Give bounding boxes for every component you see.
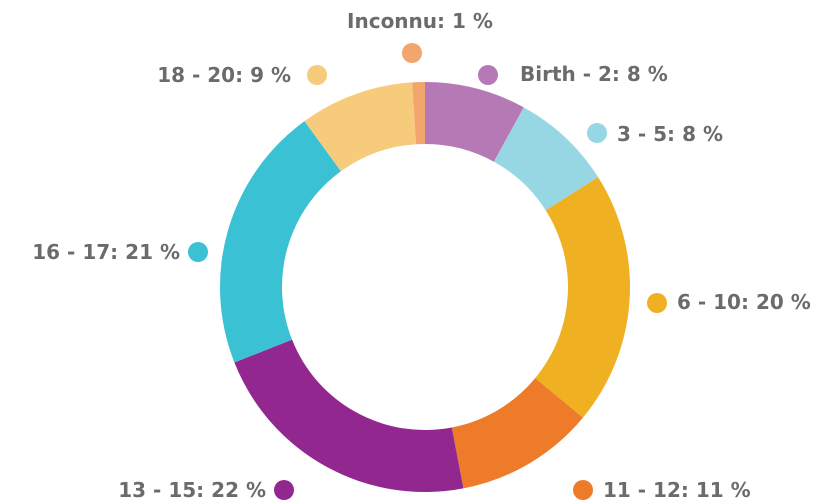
data-label: 18 - 20: 9 % [157, 63, 291, 87]
category-label: Birth - 2: [520, 62, 620, 86]
value-label: 8 % [682, 122, 723, 146]
donut-segment [234, 339, 464, 492]
value-label: 20 % [756, 290, 811, 314]
value-label: 11 % [696, 478, 751, 502]
value-label: 1 % [452, 9, 493, 33]
data-label: 11 - 12: 11 % [603, 478, 751, 502]
category-label: Inconnu: [347, 9, 445, 33]
donut-segment [493, 107, 599, 211]
legend-dot [188, 242, 208, 262]
legend-dot [307, 65, 327, 85]
legend-dot [478, 65, 498, 85]
donut-segment [412, 82, 425, 145]
legend-dot [647, 293, 667, 313]
value-label: 21 % [125, 240, 180, 264]
data-label: Birth - 2: 8 % [520, 62, 668, 86]
category-label: 18 - 20: [157, 63, 243, 87]
legend-dot [573, 480, 593, 500]
donut-segment [219, 121, 341, 363]
data-label: 6 - 10: 20 % [677, 290, 811, 314]
value-label: 9 % [250, 63, 291, 87]
legend-dot [274, 480, 294, 500]
legend-dot [587, 123, 607, 143]
donut-segment [535, 177, 630, 418]
data-label: 3 - 5: 8 % [617, 122, 723, 146]
donut-segment [451, 378, 583, 489]
value-label: 8 % [627, 62, 668, 86]
donut-segment [304, 82, 417, 172]
data-label: Inconnu: 1 % [347, 9, 493, 33]
data-label: 16 - 17: 21 % [32, 240, 180, 264]
category-label: 6 - 10: [677, 290, 749, 314]
category-label: 16 - 17: [32, 240, 118, 264]
data-label: 13 - 15: 22 % [118, 478, 266, 502]
value-label: 22 % [211, 478, 266, 502]
category-label: 3 - 5: [617, 122, 675, 146]
category-label: 13 - 15: [118, 478, 204, 502]
donut-segment [425, 82, 524, 162]
legend-dot [402, 43, 422, 63]
category-label: 11 - 12: [603, 478, 689, 502]
